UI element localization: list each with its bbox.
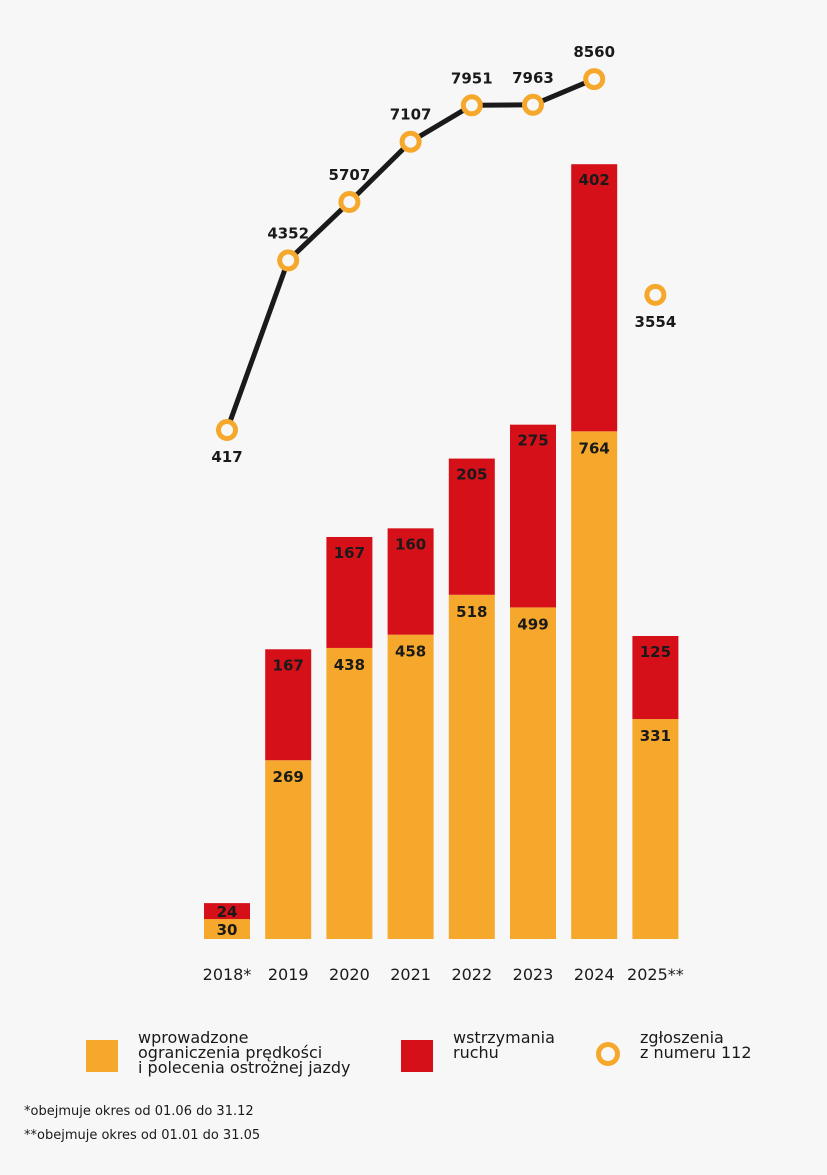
bar-red-7 [632,635,679,720]
calls-point-0 [216,419,238,442]
footnote-1: *obejmuje okres od 01.06 do 31.12 [24,1104,254,1119]
x-axis-labels: 2018* 2019 2020 2021 2022 2023 2024 2025** [203,965,684,984]
footnote-2: **obejmuje okres od 01.01 do 31.05 [24,1128,261,1143]
bar-orange-0 [204,919,250,939]
bar-orange-label-5: 499 [517,615,548,633]
legend-item-orange: wprowadzone ograniczenia prędkości i pol… [86,1028,351,1077]
calls-label-0: 417 [211,448,242,466]
calls-label-2: 5707 [329,166,371,184]
legend-swatch-red [401,1040,433,1072]
x-tick-label-3: 2021 [390,965,431,984]
x-tick-label-1: 2019 [268,965,309,984]
calls-label-5: 7963 [512,69,554,87]
bar-orange-4 [448,594,495,939]
x-tick-label-0: 2018* [203,965,252,984]
calls-point-3 [399,130,422,153]
bar-orange-label-1: 269 [273,768,304,786]
x-tick-label-7: 2025** [627,965,684,984]
bar-red-label-7: 125 [640,643,671,661]
bar-red-label-6: 402 [579,171,610,189]
bar-orange-5 [510,607,556,939]
calls-label-7: 3554 [635,313,677,331]
bar-red-label-5: 275 [517,432,548,450]
bar-red-label-3: 160 [395,535,426,553]
bar-red-6 [571,164,618,432]
bar-red-label-0: 24 [217,903,238,921]
ring-icon [596,1042,620,1066]
x-tick-label-6: 2024 [574,965,615,984]
bar-orange-label-4: 518 [456,603,487,621]
x-tick-label-4: 2022 [451,965,492,984]
bar-red-label-1: 167 [273,656,304,674]
bar-orange-6 [571,431,618,939]
bar-orange-1 [265,760,312,939]
calls-point-7 [644,283,667,306]
bar-red-4 [448,458,495,595]
bar-orange-2 [326,647,373,939]
footnotes: *obejmuje okres od 01.06 do 31.12 **obej… [24,1100,260,1148]
bar-red-5 [510,424,556,608]
calls-label-3: 7107 [390,106,432,124]
calls-point-2 [338,191,361,214]
legend-item-ring: zgłoszenia z numeru 112 [596,1030,752,1066]
calls-point-5 [522,93,544,116]
x-tick-label-5: 2023 [513,965,554,984]
bar-orange-label-2: 438 [334,656,365,674]
bar-red-1 [265,649,312,761]
calls-label-1: 4352 [267,224,309,242]
bar-red-3 [387,528,434,635]
line-group: 417 4352 5707 7107 7951 7963 8560 3554 [211,43,676,466]
x-tick-label-2: 2020 [329,965,370,984]
bar-red-label-2: 167 [334,544,365,562]
legend: wprowadzone ograniczenia prędkości i pol… [86,1030,806,1090]
calls-label-6: 8560 [573,43,615,61]
calls-point-6 [583,68,606,91]
bar-orange-7 [632,719,679,939]
bar-orange-label-7: 331 [640,727,671,745]
bar-red-0 [204,903,250,920]
legend-label-ring: zgłoszenia z numeru 112 [640,1028,752,1062]
legend-swatch-orange [86,1040,118,1072]
legend-label-orange: wprowadzone ograniczenia prędkości i pol… [138,1028,351,1077]
bar-orange-label-0: 30 [217,921,238,939]
calls-point-1 [277,249,300,272]
legend-item-red: wstrzymania ruchu [401,1030,555,1072]
bar-orange-3 [387,634,434,939]
bar-red-label-4: 205 [456,466,487,484]
calls-point-4 [460,94,483,117]
bar-red-2 [326,536,373,648]
calls-label-4: 7951 [451,69,493,87]
legend-label-red: wstrzymania ruchu [453,1028,555,1062]
bar-orange-label-3: 458 [395,643,426,661]
bar-orange-label-6: 764 [579,439,610,457]
